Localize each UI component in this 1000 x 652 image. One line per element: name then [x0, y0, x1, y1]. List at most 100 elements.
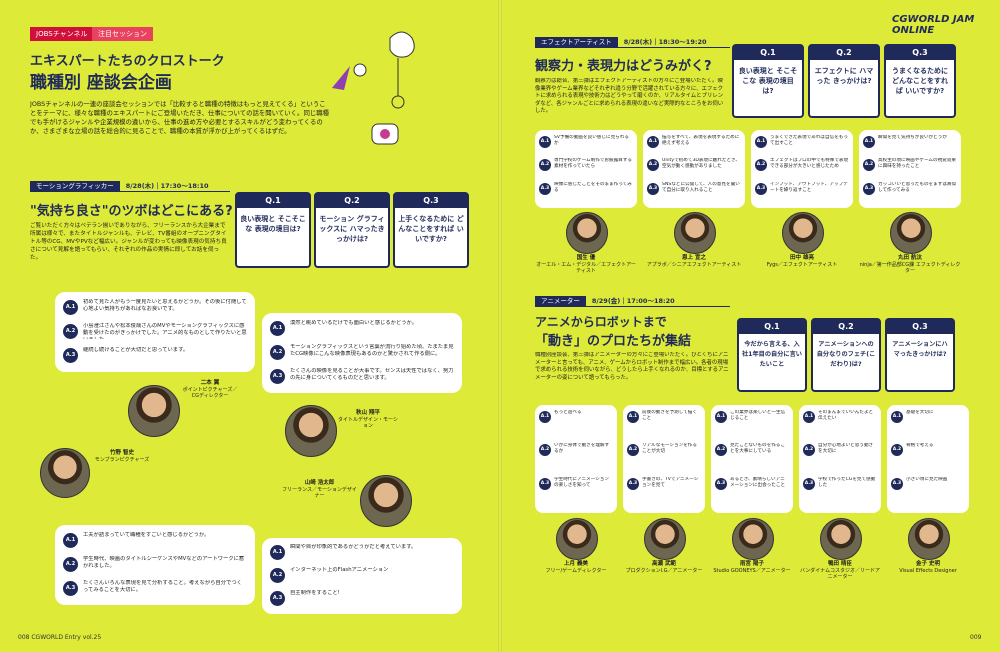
answer-text: 学生時代にアニメーションの楽しさを知って: [554, 476, 609, 488]
person-info: 金子 史明 Visual Effects Designer: [887, 561, 969, 574]
answer-badge: A.3: [539, 477, 551, 490]
person-info: 上月 義美 フリー/ゲームディレクター: [535, 561, 617, 574]
answer-bubble: A.1 基礎を大切に A.2 骨格で考える A.3 小さい頃に見た映画: [887, 405, 969, 513]
answer-text: たくさんいろんな表現を見て分析すること。考えながら自分でつくってみることを大切に…: [83, 580, 242, 593]
answer-badge: A.1: [627, 411, 639, 423]
answer-badge: A.2: [539, 444, 551, 457]
question-text: 良い表現と そこそこな 表現の境目は?: [738, 67, 798, 95]
session-tag: 注目セッション: [92, 27, 153, 41]
avatar: [644, 518, 686, 560]
answer-badge: A.1: [891, 411, 903, 423]
answer-badge: A.3: [891, 477, 903, 490]
person-role: Visual Effects Designer: [899, 567, 957, 574]
question-text: アニメーションへの自分なりのフェチ(こだわり)は?: [816, 341, 876, 368]
answer-badge: A.3: [270, 591, 285, 606]
answer-text: 前後の動きを予測して描くこと: [642, 410, 697, 421]
avatar: [908, 518, 950, 560]
answer-text: 瞬間を見て気持ちが良いかどうか: [878, 135, 947, 140]
section-time: 8/28(木)｜17:30〜18:10: [125, 182, 209, 190]
intro-text: JOBSチャンネルの一連の座談会セッションでは「比較すると職種の特徴はもっと見え…: [30, 100, 330, 135]
answer-text: 高校生の頃に映画やゲームの視覚効果に興味を持ったこと: [878, 158, 956, 170]
section-headline: 観察力・表現力はどうみがく?: [535, 59, 712, 74]
section-headline-sub: 「動き」のプロたちが集結: [535, 334, 692, 349]
answer-badge: A.3: [63, 581, 78, 596]
answer-badge: A.2: [891, 444, 903, 457]
section-label: モーショングラフィッカー: [30, 181, 120, 191]
answer-badge: A.1: [863, 136, 875, 148]
section-headline: アニメからロボットまで: [535, 315, 667, 329]
question-number: Q.1: [237, 194, 309, 208]
question-text: 良い表現と そこそこな 表現の境目は?: [240, 215, 306, 233]
person-name: 雨宮 陽子: [740, 561, 764, 567]
avatar: [566, 212, 608, 254]
answer-bubble-d: A.1 瞬間や目が印象的であるかどうかだと考えています。 A.2 インターネット上の…: [262, 538, 462, 614]
question-text: 上手くなるために どんなことをすれば いいですか?: [398, 215, 464, 243]
answer-text: カッコいいと思ったものをまずは真似して作ってみる: [878, 181, 957, 193]
person-name: 高瀬 武範: [652, 561, 676, 567]
question-number: Q.2: [813, 320, 879, 334]
section-label: エフェクトアーティスト: [535, 37, 618, 47]
person-name: 金子 史明: [916, 561, 940, 567]
page-title: 職種別 座談会企画: [30, 73, 172, 93]
answer-text: 継続し続けることが大切だと思っています。: [83, 347, 189, 353]
question-number: Q.3: [887, 320, 953, 334]
person-role: オーエル・エム・デジタル／エフェクトアーティスト: [536, 261, 636, 275]
answer-text: モーショングラフィックスという言葉が流行り始めた頃、たまたま見たCG映像にこんな…: [290, 344, 454, 357]
answer-badge: A.3: [270, 369, 285, 384]
person-name: 丸田 航汰: [898, 255, 922, 261]
answer-bubble: A.1 そのまんまでいいんだよと伝えたい A.2 自分が心地よいと思う動きを大切に A.…: [799, 405, 881, 513]
section-intro: 観察力は総合、第三弾はエフェクトアーティストの方々にご登場いただく。映像業界やゲ…: [535, 78, 724, 114]
answer-text: この業界は楽しいと一生信じること: [730, 410, 786, 421]
question-text: モーション グラフィックスに ハマったきっかけは?: [319, 215, 385, 243]
section-header-effect: エフェクトアーティスト 8/28(木)｜18:30〜19:20: [535, 37, 730, 48]
answer-text: エフェクトはプロの中でも特殊で表現できる部分が大きいと感じたため: [770, 158, 849, 170]
person-info: 恩上 宣之 アプラボ／シニアエフェクトアーティスト: [643, 255, 745, 268]
answer-badge: A.2: [539, 159, 551, 172]
answer-text: 自分が心地よいと思う動きを大切に: [818, 443, 874, 455]
avatar: [674, 212, 716, 254]
person-info: 丸田 航汰 ninja／第一作品部CG課 エフェクトディレクター: [859, 255, 961, 275]
section-header-animator: アニメーター 8/29(金)｜17:00〜18:20: [535, 296, 730, 307]
left-page: JOBSチャンネル 注目セッション エキスパートたちのクロストーク 職種別 座談…: [18, 27, 469, 641]
person-role: モンブランピクチャーズ: [94, 456, 150, 463]
mascot-illustration: [332, 31, 415, 145]
section-intro: ご覧いただく方々はベテラン揃いでありながら、フリーランスから大企業まで所属は様々…: [30, 223, 227, 261]
section-header-motion: モーショングラフィッカー 8/28(木)｜17:30〜18:10: [30, 181, 230, 192]
person-role: フリー/ゲームディレクター: [545, 567, 607, 574]
avatar: [556, 518, 598, 560]
answer-badge: A.1: [539, 136, 551, 148]
question-card-3: Q.3 上手くなるために どんなことをすれば いいですか?: [393, 192, 469, 268]
question-number: Q.1: [734, 46, 802, 60]
magazine-logo: CGWORLD JAM ONLINE: [892, 14, 975, 36]
answer-badge: A.2: [270, 345, 285, 360]
answer-text: 小島澄江さんや松本俊哉さんのMVやモーショングラフィックスに感動を受けたのがきっ…: [83, 323, 247, 339]
person-name: 山崎 浩太郎: [304, 480, 335, 486]
answer-badge: A.3: [863, 182, 875, 195]
person-info: 国生 優オーエル・エム・デジタル／エフェクトアーティスト: [535, 255, 637, 275]
answer-badge: A.1: [63, 533, 78, 548]
person-role: フリーランス／モーションデザイナー: [282, 486, 357, 500]
answer-badge: A.3: [715, 477, 727, 490]
question-number: Q.3: [395, 194, 467, 208]
person-role: Studio GOONEYS／アニメーター: [713, 567, 791, 574]
person-info-b: 秋山 翔平 タイトルデザイン・モーション: [338, 410, 398, 430]
answer-text: 基礎を大切に: [906, 410, 934, 415]
question-card-3: Q.3 うまくなるために どんなことをすれば いいですか?: [884, 44, 956, 118]
answer-text: たくさんの映像を見ることが大事です。センスは天性ではなく、努力の先に身についてく…: [290, 368, 454, 381]
answer-bubble-b: A.1 漠然と眺めているだけでも面白いと感じるかどうか。 A.2 モーショングラフィ…: [262, 313, 462, 393]
answer-badge: A.2: [270, 568, 285, 583]
answer-badge: A.2: [863, 159, 875, 172]
person-role: ポイントピクチャーズ／CGディレクター: [182, 386, 238, 400]
person-name: 田中 雄亮: [790, 255, 814, 261]
answer-badge: A.2: [647, 159, 659, 172]
question-card-1: Q.1 良い表現と そこそこな 表現の境目は?: [732, 44, 804, 118]
answer-badge: A.2: [627, 444, 639, 457]
answer-text: SV予備の動画を良い感じに見られるか: [554, 135, 629, 146]
person-info-c: 竹野 智史 モンブランピクチャーズ: [92, 450, 152, 463]
answer-bubble: A.1 もっと遊べる A.2 いかに身体で動きを理解するか A.3 学生時代にアニメーショ…: [535, 405, 617, 513]
answer-text: 瞬間や目が印象的であるかどうかだと考えています。: [290, 544, 417, 550]
avatar: [890, 212, 932, 254]
question-number: Q.3: [886, 46, 954, 60]
answer-text: 漠然と眺めているだけでも面白いと感じるかどうか。: [290, 320, 418, 326]
answer-badge: A.1: [270, 545, 285, 560]
